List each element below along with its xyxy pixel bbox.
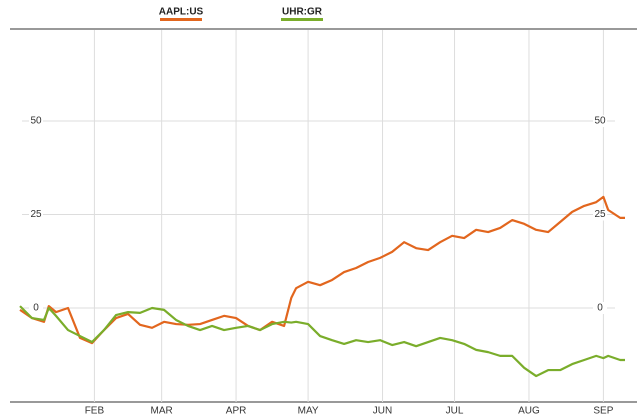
x-tick-label: JUL [446,406,464,417]
tick-label-box [593,208,607,221]
tick-label-box [29,208,43,221]
y-tick-label-right: 0 [597,303,603,314]
series-line [19,305,625,378]
series-line [19,195,625,345]
tick-label-box [593,302,607,314]
x-tick-label: APR [226,406,247,417]
tick-label-box [29,115,43,127]
y-tick-label-left: 0 [33,303,39,314]
legend-label: AAPL:US [159,7,204,18]
legend-swatch [281,18,323,21]
y-tick-label-right: 50 [594,116,606,127]
tick-label-box [29,302,43,314]
tick-label-box [593,115,607,127]
x-tick-label: AUG [518,406,540,417]
y-tick-label-right: 25 [594,209,606,220]
y-tick-label-left: 50 [30,116,42,127]
legend-label: UHR:GR [282,7,323,18]
x-tick-label: SEP [593,406,613,417]
x-tick-label: FEB [85,406,105,417]
legend-swatch [160,18,202,21]
x-tick-label: MAY [298,406,319,417]
x-tick-label: JUN [373,406,392,417]
y-tick-label-left: 25 [30,209,42,220]
x-tick-label: MAR [151,406,173,417]
